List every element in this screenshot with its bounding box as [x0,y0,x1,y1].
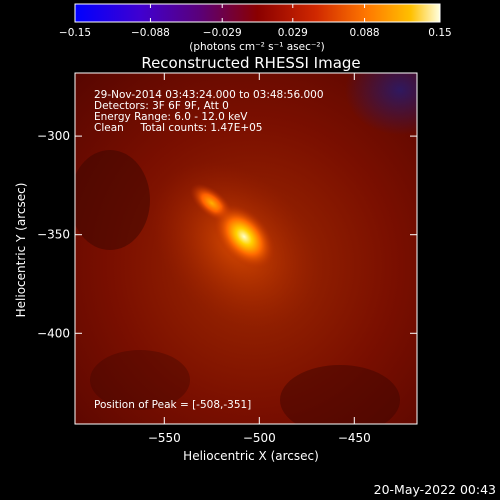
colorbar: −0.15 −0.088 −0.029 0.029 0.088 0.15 (photons… [59,3,452,53]
x-axis-label: Heliocentric X (arcsec) [183,449,319,463]
colorbar-tick-label: −0.088 [131,27,170,39]
colorbar-tick-label: −0.029 [203,27,242,39]
chart-title: Reconstructed RHESSI Image [141,54,360,72]
colorbar-tick-label: 0.088 [350,27,380,39]
image-area [75,73,417,424]
annotation-detectors: Detectors: 3F 6F 9F, Att 0 [94,100,229,112]
dark-corner-top-right [345,73,417,135]
y-axis-label: Heliocentric Y (arcsec) [14,183,28,318]
footer-date: 20-May-2022 00:43 [374,482,496,497]
y-tick-label: −300 [37,129,70,143]
x-tick-label: −450 [338,431,371,445]
colorbar-gradient [74,3,441,23]
peak-source [213,204,276,270]
dark-patch-bottom-right [280,365,400,424]
annotation-energy-range: Energy Range: 6.0 - 12.0 keV [94,111,248,123]
colorbar-units-label: (photons cm⁻² s⁻¹ asec⁻²) [189,41,324,53]
y-axis-ticks: −300 −350 −400 [37,129,417,340]
dark-patch-bottom-left [90,350,190,410]
peak-position-text: Position of Peak = [-508,-351] [94,399,251,411]
dark-patch-left [75,150,150,250]
x-axis-ticks: −550 −500 −450 [148,73,371,445]
x-tick-label: −550 [148,431,181,445]
y-tick-label: −350 [37,228,70,242]
source-marks [190,183,276,270]
plot-frame [74,72,418,425]
annotation-block: 29-Nov-2014 03:43:24.000 to 03:48:56.000… [94,89,324,134]
x-tick-label: −500 [243,431,276,445]
colorbar-tick-label: −0.15 [59,27,91,39]
y-tick-label: −400 [37,326,70,340]
colorbar-ticks: −0.15 −0.088 −0.029 0.029 0.088 0.15 [59,4,452,39]
annotation-clean-counts: Clean Total counts: 1.47E+05 [94,122,263,134]
colorbar-tick-label: 0.15 [428,27,451,39]
annotation-time-range: 29-Nov-2014 03:43:24.000 to 03:48:56.000 [94,89,324,101]
colorbar-tick-label: 0.029 [278,27,308,39]
